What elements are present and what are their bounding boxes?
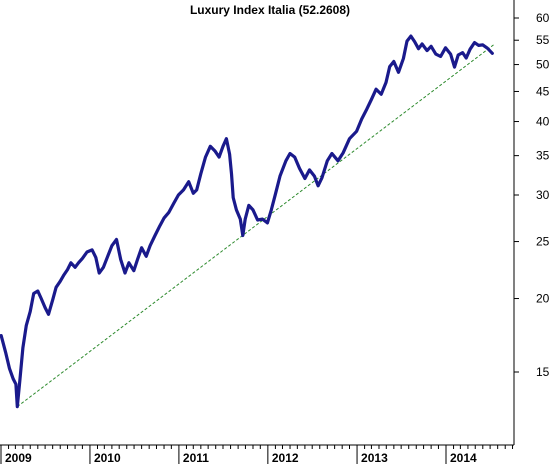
series-layer [0, 34, 494, 409]
x-tick-label: 2014 [450, 451, 477, 464]
x-tick-label: 2009 [5, 451, 32, 464]
y-tick-label: 55 [536, 33, 550, 47]
y-tick-label: 30 [536, 188, 550, 202]
y-tick-label: 40 [536, 115, 550, 129]
y-tick-label: 20 [536, 292, 550, 306]
y-tick-label: 50 [536, 58, 550, 72]
x-tick-label: 2011 [183, 451, 209, 464]
series-line [0, 34, 494, 409]
chart-title: Luxury Index Italia (52.2608) [190, 3, 350, 17]
y-tick-label: 60 [536, 11, 550, 25]
y-tick-label: 35 [536, 149, 550, 163]
y-axis: 15 20 25 30 35 40 45 50 55 60 [513, 0, 550, 445]
y-tick-label: 25 [536, 235, 550, 249]
y-tick-label: 15 [536, 365, 550, 379]
x-axis: 2009 2010 2011 2012 2013 2014 [0, 444, 514, 464]
x-tick-label: 2012 [272, 451, 299, 464]
x-tick-label: 2013 [361, 451, 388, 464]
x-tick-label: 2010 [94, 451, 121, 464]
y-tick-label: 45 [536, 84, 550, 98]
